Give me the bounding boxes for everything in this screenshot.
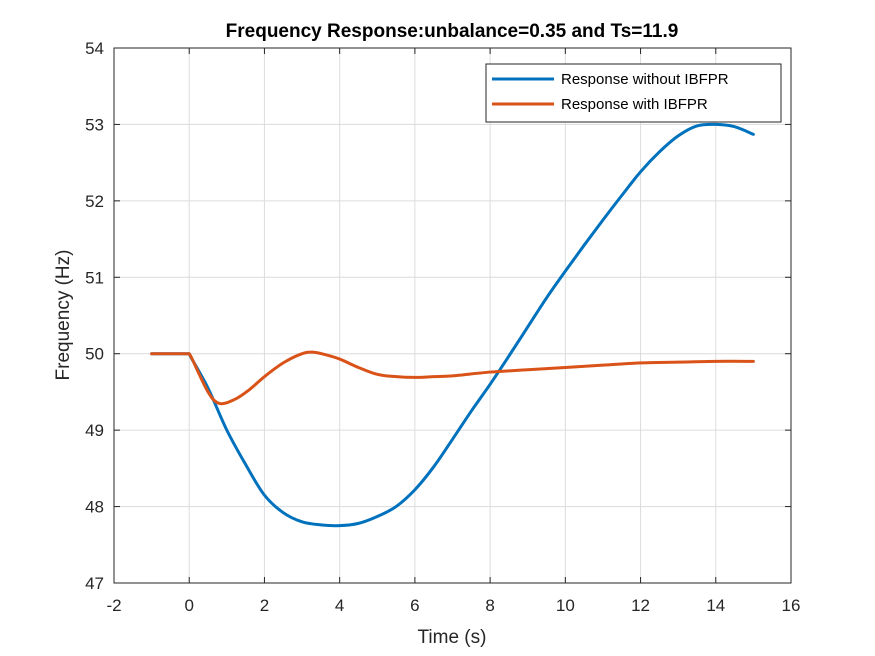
legend-box — [485, 63, 782, 123]
x-tick-label: 10 — [556, 596, 575, 615]
y-tick-label: 50 — [85, 345, 104, 364]
x-tick-label: 6 — [410, 596, 419, 615]
x-tick-label: -2 — [106, 596, 121, 615]
y-tick-label: 54 — [85, 39, 104, 58]
legend-label-without-ibfpr: Response without IBFPR — [561, 71, 729, 88]
y-tick-labels: 47 48 49 50 51 52 53 54 — [85, 39, 104, 593]
x-tick-label: 0 — [184, 596, 193, 615]
y-tick-label: 47 — [85, 574, 104, 593]
grid-lines — [114, 48, 791, 583]
series-line-1 — [150, 350, 755, 406]
y-axis-label: Frequency (Hz) — [53, 250, 74, 381]
x-tick-labels: -2 0 2 4 6 8 10 12 14 16 — [106, 596, 800, 615]
x-tick-label: 16 — [782, 596, 801, 615]
y-tick-label: 53 — [85, 115, 104, 134]
x-tick-label: 8 — [485, 596, 494, 615]
x-tick-label: 14 — [706, 596, 725, 615]
x-tick-label: 2 — [260, 596, 269, 615]
tick-marks — [113, 47, 792, 584]
axes-box — [113, 47, 792, 584]
y-tick-label: 52 — [85, 192, 104, 211]
x-tick-label: 12 — [631, 596, 650, 615]
x-axis-label: Time (s) — [418, 627, 487, 648]
series-lines — [150, 122, 755, 528]
y-tick-label: 49 — [85, 421, 104, 440]
chart-title: Frequency Response:unbalance=0.35 and Ts… — [226, 21, 679, 42]
y-tick-label: 51 — [85, 268, 104, 287]
legend-label-with-ibfpr: Response with IBFPR — [561, 96, 708, 113]
y-tick-label: 48 — [85, 498, 104, 517]
x-tick-label: 4 — [335, 596, 344, 615]
legend: Response without IBFPR Response with IBF… — [485, 63, 782, 123]
series-line-0 — [150, 122, 755, 528]
